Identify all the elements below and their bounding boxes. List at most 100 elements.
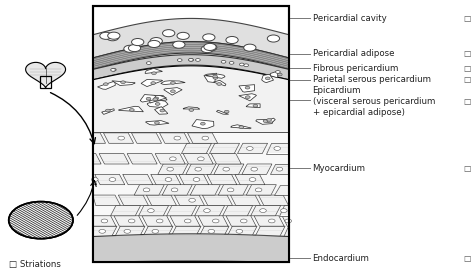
Polygon shape bbox=[93, 55, 289, 80]
Circle shape bbox=[253, 104, 258, 107]
Polygon shape bbox=[118, 106, 143, 112]
Circle shape bbox=[128, 45, 141, 52]
Circle shape bbox=[196, 59, 201, 61]
Polygon shape bbox=[202, 195, 232, 206]
Polygon shape bbox=[188, 133, 218, 143]
Polygon shape bbox=[26, 62, 65, 88]
Polygon shape bbox=[179, 174, 209, 185]
Circle shape bbox=[128, 219, 135, 223]
Circle shape bbox=[251, 167, 257, 171]
Circle shape bbox=[173, 41, 185, 48]
Polygon shape bbox=[134, 185, 164, 195]
Circle shape bbox=[107, 34, 119, 41]
Polygon shape bbox=[140, 95, 157, 102]
Circle shape bbox=[108, 32, 120, 39]
Circle shape bbox=[277, 73, 282, 76]
Circle shape bbox=[101, 219, 108, 223]
Circle shape bbox=[167, 167, 173, 171]
Circle shape bbox=[165, 178, 172, 181]
Text: Pericardial adipose: Pericardial adipose bbox=[313, 49, 394, 58]
Polygon shape bbox=[112, 81, 135, 85]
Polygon shape bbox=[183, 154, 213, 164]
Polygon shape bbox=[162, 185, 192, 195]
Polygon shape bbox=[199, 226, 229, 236]
Circle shape bbox=[201, 45, 213, 53]
Bar bbox=[93, 6, 289, 262]
Circle shape bbox=[154, 97, 159, 100]
Circle shape bbox=[189, 58, 193, 61]
Circle shape bbox=[202, 136, 209, 140]
Circle shape bbox=[246, 147, 253, 150]
Circle shape bbox=[91, 178, 98, 181]
Circle shape bbox=[193, 178, 200, 181]
Circle shape bbox=[124, 45, 136, 52]
Polygon shape bbox=[155, 107, 168, 114]
Polygon shape bbox=[118, 195, 148, 206]
Circle shape bbox=[267, 35, 280, 42]
Polygon shape bbox=[93, 42, 289, 69]
Circle shape bbox=[212, 219, 219, 223]
Circle shape bbox=[121, 81, 126, 84]
Polygon shape bbox=[242, 164, 272, 174]
Polygon shape bbox=[251, 206, 281, 216]
Text: □: □ bbox=[464, 254, 471, 263]
Circle shape bbox=[124, 229, 131, 233]
Circle shape bbox=[189, 109, 194, 111]
Polygon shape bbox=[93, 18, 289, 58]
Polygon shape bbox=[190, 185, 220, 195]
Circle shape bbox=[281, 209, 287, 213]
Polygon shape bbox=[198, 216, 228, 226]
Polygon shape bbox=[210, 143, 239, 154]
Polygon shape bbox=[167, 206, 197, 216]
Circle shape bbox=[111, 68, 115, 71]
Polygon shape bbox=[145, 95, 167, 102]
Circle shape bbox=[156, 219, 163, 223]
Polygon shape bbox=[246, 185, 276, 195]
Circle shape bbox=[208, 229, 215, 233]
Polygon shape bbox=[182, 143, 211, 154]
Polygon shape bbox=[206, 74, 225, 78]
Polygon shape bbox=[143, 226, 173, 236]
Text: Epicardium
(visceral serous pericardium
+ epicardial adipose): Epicardium (visceral serous pericardium … bbox=[313, 86, 435, 117]
Circle shape bbox=[246, 96, 250, 99]
Circle shape bbox=[177, 59, 182, 61]
Circle shape bbox=[151, 82, 155, 84]
Polygon shape bbox=[279, 206, 289, 216]
Circle shape bbox=[146, 97, 151, 100]
Circle shape bbox=[244, 64, 248, 67]
Circle shape bbox=[106, 109, 110, 112]
Circle shape bbox=[239, 126, 244, 129]
Circle shape bbox=[229, 61, 234, 64]
Polygon shape bbox=[255, 226, 285, 236]
Polygon shape bbox=[93, 226, 117, 236]
Polygon shape bbox=[195, 206, 225, 216]
Polygon shape bbox=[93, 133, 106, 143]
Circle shape bbox=[100, 32, 112, 39]
Polygon shape bbox=[239, 94, 256, 101]
Text: □: □ bbox=[464, 97, 471, 106]
Circle shape bbox=[155, 121, 159, 124]
Text: Myocardium: Myocardium bbox=[313, 164, 365, 173]
Circle shape bbox=[226, 36, 238, 44]
Polygon shape bbox=[95, 174, 125, 185]
Circle shape bbox=[148, 41, 160, 47]
Polygon shape bbox=[256, 119, 274, 124]
Polygon shape bbox=[164, 88, 182, 95]
Polygon shape bbox=[141, 79, 163, 87]
Polygon shape bbox=[98, 81, 115, 89]
Circle shape bbox=[160, 109, 164, 112]
Circle shape bbox=[276, 167, 283, 171]
Polygon shape bbox=[264, 118, 275, 122]
Circle shape bbox=[228, 188, 234, 192]
Polygon shape bbox=[218, 185, 248, 195]
Circle shape bbox=[203, 34, 215, 41]
Circle shape bbox=[170, 157, 176, 161]
Polygon shape bbox=[93, 216, 116, 226]
Circle shape bbox=[153, 98, 158, 101]
Polygon shape bbox=[123, 174, 153, 185]
Circle shape bbox=[147, 209, 154, 213]
Circle shape bbox=[152, 72, 156, 75]
Circle shape bbox=[152, 229, 159, 233]
Circle shape bbox=[236, 229, 243, 233]
Circle shape bbox=[174, 136, 181, 140]
